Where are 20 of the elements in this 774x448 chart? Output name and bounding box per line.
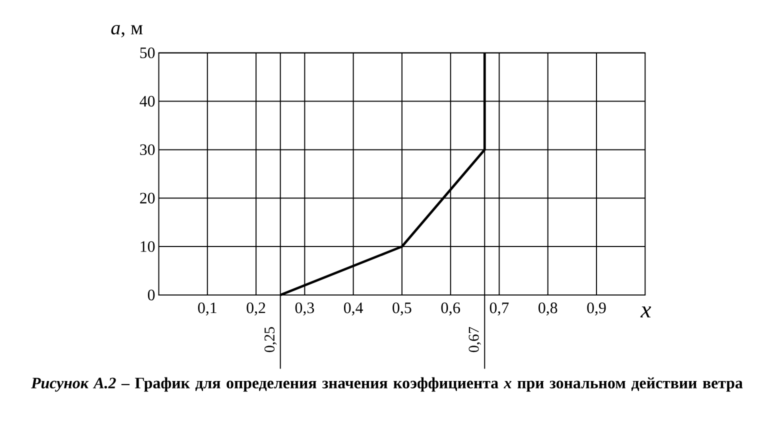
x-tick-label: 0,5 <box>392 302 412 316</box>
y-tick-label: 20 <box>140 192 155 204</box>
y-tick-label: 0 <box>148 289 155 300</box>
x-tick-label: 0,9 <box>587 302 606 316</box>
text: Рисунок А.2 – График для определения значения коэффициента x при зональном действии ветра <box>31 376 743 392</box>
x-tick-label: 0,4 <box>344 302 363 316</box>
ref-line-label: 0,25 <box>264 326 277 352</box>
x-tick-label: 0,8 <box>538 302 558 316</box>
x-tick-label: 0,2 <box>246 302 266 316</box>
y-tick-label: 40 <box>140 96 155 106</box>
y-axis-title: a, м <box>111 24 143 38</box>
y-tick-label: 10 <box>140 240 155 252</box>
ref-line-label: 0,67 <box>468 326 481 352</box>
x-tick-label: 0,1 <box>198 302 216 316</box>
x-tick-label: 0,6 <box>441 302 460 316</box>
x-tick-label: 0,7 <box>490 302 509 316</box>
y-tick-label: 30 <box>140 144 155 155</box>
y-tick-label: 50 <box>140 47 155 58</box>
x-axis-title: x <box>640 306 652 318</box>
x-tick-label: 0,3 <box>295 302 314 316</box>
